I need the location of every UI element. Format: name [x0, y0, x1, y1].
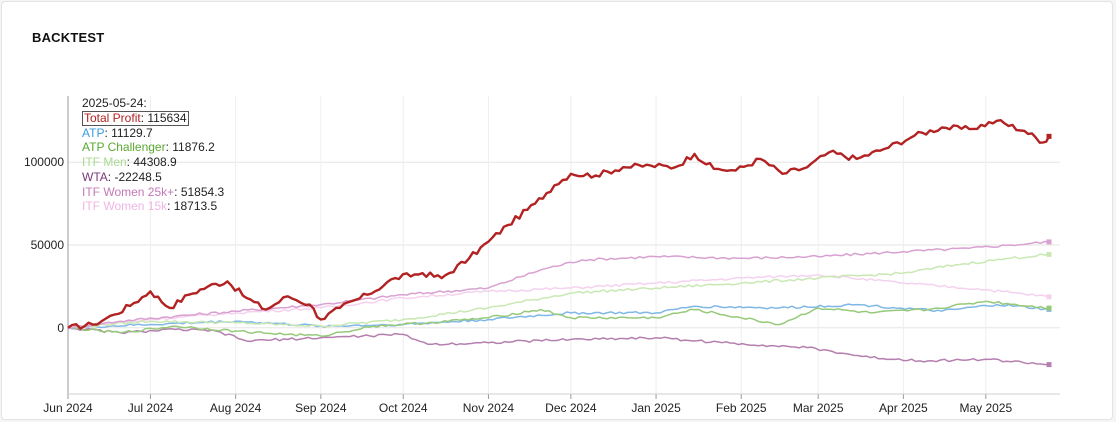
- grid: [67, 96, 1060, 394]
- series-endpoints: [1046, 133, 1052, 368]
- x-tick-label: Feb 2025: [716, 401, 767, 415]
- x-tick-label: Aug 2024: [210, 401, 262, 415]
- tooltip-series-name: ITF Men: [82, 155, 127, 170]
- tooltip-series-value: : 44308.9: [126, 155, 177, 170]
- tooltip-date: 2025-05-24:: [82, 96, 147, 110]
- tooltip-row: Total Profit: 115634: [82, 110, 224, 126]
- series-lines: [67, 119, 1051, 366]
- series-line-atp: [67, 303, 1050, 330]
- series-line-itf-women-25k-: [67, 240, 1050, 329]
- tooltip-series-name: ITF Women 25k+: [82, 184, 175, 199]
- x-tick-label: Mar 2025: [793, 401, 844, 415]
- series-line-wta: [67, 327, 1050, 366]
- x-tick-label: Sep 2024: [295, 401, 347, 415]
- tooltip-series-name: Total Profit: [84, 110, 141, 125]
- tooltip-series-value: : 11876.2: [165, 140, 215, 155]
- series-line-itf-men: [68, 253, 1050, 329]
- tooltip-series-value: : 18713.5: [167, 199, 218, 214]
- tooltip-series-value: : 11129.7: [104, 125, 153, 140]
- series-endpoint-marker: [1046, 294, 1052, 300]
- hover-tooltip: 2025-05-24: Total Profit: 115634 ATP: 111…: [82, 96, 224, 214]
- y-tick-label: 100000: [24, 155, 64, 169]
- tooltip-highlight-box: Total Profit: 115634: [82, 110, 189, 126]
- series-endpoint-marker: [1046, 305, 1052, 311]
- tooltip-series-value: : -22248.5: [107, 169, 162, 184]
- tooltip-series-name: ATP Challenger: [82, 140, 166, 155]
- series-endpoint-marker: [1046, 133, 1052, 139]
- series-endpoint-marker: [1046, 362, 1052, 368]
- tooltip-row: ATP: 11129.7: [82, 126, 224, 141]
- axes: 0 50000 100000 Jun 2024 Jul 2024 Aug 2024 Sep …: [24, 96, 1060, 415]
- tooltip-series-name: WTA: [82, 169, 108, 184]
- x-tick-label: Dec 2024: [545, 401, 597, 415]
- series-line-atp-challenger: [67, 300, 1050, 337]
- x-tick-label: Jun 2024: [43, 401, 93, 415]
- panel-title: BACKTEST: [32, 30, 105, 45]
- tooltip-series-name: ITF Women 15k: [82, 199, 168, 214]
- tooltip-row: WTA: -22248.5: [82, 170, 224, 185]
- tooltip-series-value: : 51854.3: [174, 184, 225, 199]
- series-endpoint-marker: [1046, 251, 1052, 257]
- x-tick-label: Nov 2024: [463, 401, 515, 415]
- y-tick-label: 0: [57, 321, 64, 335]
- x-tick-label: May 2025: [959, 401, 1012, 415]
- tooltip-series-name: ATP: [82, 125, 105, 140]
- tooltip-row: ITF Women 25k+: 51854.3: [82, 185, 224, 200]
- x-tick-label: Jul 2024: [128, 401, 174, 415]
- series-line-total-profit: [67, 119, 1051, 330]
- tooltip-row: ITF Women 15k: 18713.5: [82, 199, 224, 214]
- x-tick-label: Apr 2025: [879, 401, 928, 415]
- x-tick-label: Oct 2024: [379, 401, 428, 415]
- tooltip-series-value: : 115634: [140, 110, 187, 125]
- x-tick-label: Jan 2025: [631, 401, 681, 415]
- y-tick-label: 50000: [31, 238, 65, 252]
- series-endpoint-marker: [1046, 239, 1052, 245]
- series-line-itf-women-15k: [67, 274, 1050, 329]
- tooltip-row: ITF Men: 44308.9: [82, 155, 224, 170]
- tooltip-row: ATP Challenger: 11876.2: [82, 140, 224, 155]
